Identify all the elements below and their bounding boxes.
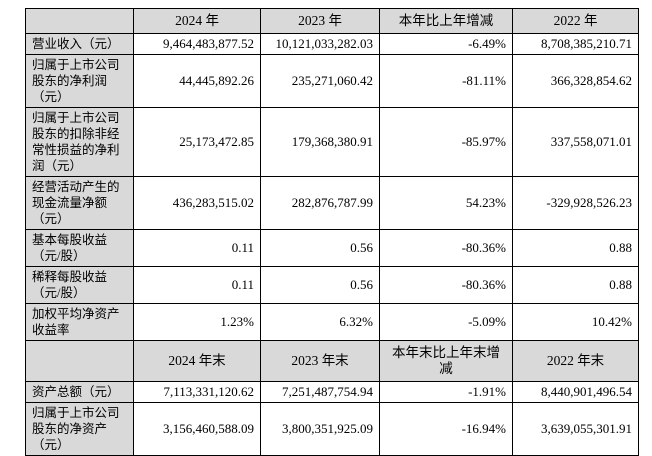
header-cell: 2022 年 [512, 8, 639, 34]
financial-summary-table: 2024 年 2023 年本年比上年增减 2022 年营业收入（元） 9,464,48… [25, 8, 639, 456]
value-cell: 7,113,331,120.62 [133, 381, 261, 403]
header-cell: 2022 年末 [512, 340, 639, 382]
value-cell: 3,156,460,588.09 [133, 402, 261, 456]
value-cell: 7,251,487,754.94 [260, 381, 380, 403]
table-row: 归属于上市公司股东的净资产（元） 3,156,460,588.09 3,800,35… [25, 402, 639, 456]
header-corner-cell [25, 8, 134, 34]
value-cell: 0.88 [512, 229, 639, 267]
value-cell: -85.97% [379, 107, 513, 177]
header-row-2: 2024 年末 2023 年末 本年末比上年末增减 2022 年末 [25, 340, 639, 382]
header-cell: 本年末比上年末增减 [379, 340, 513, 382]
value-cell: 235,271,060.42 [260, 54, 380, 108]
value-cell: -6.49% [379, 33, 513, 55]
value-cell: 1.23% [133, 303, 261, 341]
table-row: 加权平均净资产收益率 1.23% 6.32% -5.09% 10.42% [25, 303, 639, 341]
value-cell: -329,928,526.23 [512, 176, 639, 230]
table-row: 基本每股收益（元/股） 0.11 0.56 -80.36% 0.88 [25, 229, 639, 267]
value-cell: 10.42% [512, 303, 639, 341]
row-label-cell: 归属于上市公司股东的净利润（元） [25, 54, 134, 108]
header-cell: 2024 年末 [133, 340, 261, 382]
value-cell: 10,121,033,282.03 [260, 33, 380, 55]
value-cell: 0.11 [133, 229, 261, 267]
row-label-cell: 归属于上市公司股东的扣除非经常性损益的净利润（元） [25, 107, 134, 177]
value-cell: 282,876,787.99 [260, 176, 380, 230]
value-cell: 366,328,854.62 [512, 54, 639, 108]
header-corner-cell [25, 340, 134, 382]
value-cell: 0.11 [133, 266, 261, 304]
financial-summary-body: 2024 年 2023 年本年比上年增减 2022 年营业收入（元） 9,464,48… [25, 8, 639, 456]
value-cell: 8,708,385,210.71 [512, 33, 639, 55]
header-row-1: 2024 年 2023 年本年比上年增减 2022 年 [25, 8, 639, 34]
value-cell: 54.23% [379, 176, 513, 230]
row-label-cell: 营业收入（元） [25, 33, 134, 55]
value-cell: 8,440,901,496.54 [512, 381, 639, 403]
table-row: 归属于上市公司股东的扣除非经常性损益的净利润（元） 25,173,472.85 17… [25, 107, 639, 177]
table-row: 稀释每股收益（元/股） 0.11 0.56 -80.36% 0.88 [25, 266, 639, 304]
value-cell: 6.32% [260, 303, 380, 341]
table-row: 资产总额（元） 7,113,331,120.62 7,251,487,754.94-… [25, 381, 639, 403]
value-cell: 25,173,472.85 [133, 107, 261, 177]
value-cell: 3,800,351,925.09 [260, 402, 380, 456]
header-cell: 2023 年末 [260, 340, 380, 382]
value-cell: 179,368,380.91 [260, 107, 380, 177]
value-cell: 9,464,483,877.52 [133, 33, 261, 55]
value-cell: 436,283,515.02 [133, 176, 261, 230]
table-row: 营业收入（元） 9,464,483,877.52 10,121,033,282.03… [25, 33, 639, 55]
header-cell: 2023 年 [260, 8, 380, 34]
header-cell: 2024 年 [133, 8, 261, 34]
value-cell: 0.56 [260, 229, 380, 267]
row-label-cell: 加权平均净资产收益率 [25, 303, 134, 341]
value-cell: -1.91% [379, 381, 513, 403]
value-cell: -16.94% [379, 402, 513, 456]
row-label-cell: 资产总额（元） [25, 381, 134, 403]
value-cell: 337,558,071.01 [512, 107, 639, 177]
row-label-cell: 归属于上市公司股东的净资产（元） [25, 402, 134, 456]
value-cell: 0.88 [512, 266, 639, 304]
table-row: 经营活动产生的现金流量净额（元） 436,283,515.02 282,876,78… [25, 176, 639, 230]
value-cell: -81.11% [379, 54, 513, 108]
table-row: 归属于上市公司股东的净利润（元） 44,445,892.26 235,271,060… [25, 54, 639, 108]
header-cell: 本年比上年增减 [379, 8, 513, 34]
row-label-cell: 经营活动产生的现金流量净额（元） [25, 176, 134, 230]
value-cell: 3,639,055,301.91 [512, 402, 639, 456]
value-cell: -5.09% [379, 303, 513, 341]
row-label-cell: 稀释每股收益（元/股） [25, 266, 134, 304]
row-label-cell: 基本每股收益（元/股） [25, 229, 134, 267]
value-cell: 44,445,892.26 [133, 54, 261, 108]
value-cell: -80.36% [379, 229, 513, 267]
value-cell: 0.56 [260, 266, 380, 304]
value-cell: -80.36% [379, 266, 513, 304]
